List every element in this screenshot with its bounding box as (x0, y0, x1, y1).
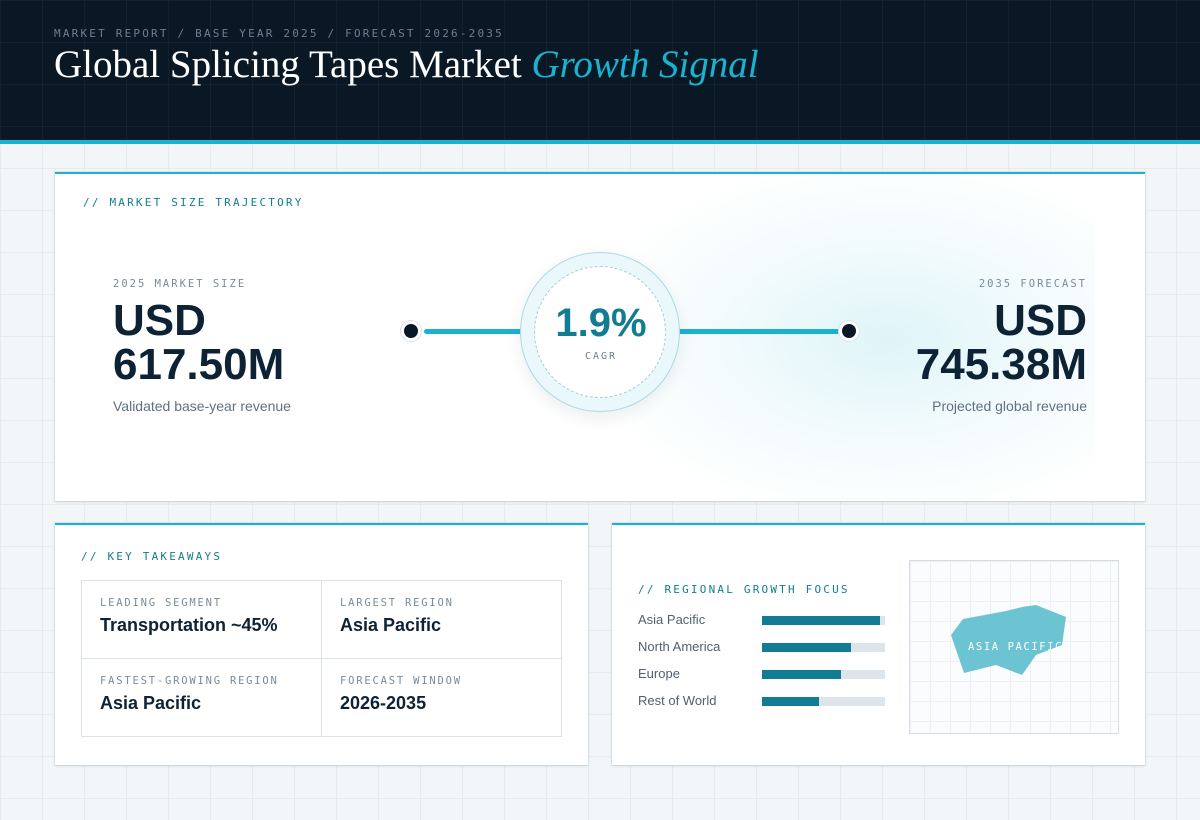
end-forecast-label: 2035 FORECAST (978, 278, 1087, 290)
region-bar-fill (762, 670, 841, 679)
start-caption: Validated base-year revenue (113, 398, 291, 414)
cagr-ring-inner: 1.9% CAGR (534, 266, 666, 398)
region-bar-track (762, 616, 885, 625)
report-eyebrow: MARKET REPORT / BASE YEAR 2025 / FORECAS… (54, 27, 504, 40)
start-currency: USD (113, 296, 206, 345)
region-name: Rest of World (638, 693, 717, 708)
region-bar-fill (762, 697, 819, 706)
asia-pacific-region-shape (951, 605, 1066, 675)
cagr-label: CAGR (584, 351, 618, 362)
title-main: Global Splicing Tapes Market (54, 43, 522, 86)
start-value: 617.50M (113, 340, 285, 389)
asia-pacific-map-shape (951, 605, 1066, 675)
region-bar-row: Europe (638, 665, 888, 683)
takeaway-fastest-growing-region: FASTEST-GROWING REGION Asia Pacific (82, 659, 322, 737)
takeaways-grid: LEADING SEGMENT Transportation ~45% LARG… (81, 580, 562, 737)
region-bar-row: North America (638, 638, 888, 656)
region-map-panel: ASIA PACIFIC (909, 560, 1119, 734)
cagr-value: 1.9% (555, 301, 647, 345)
trajectory-section-label: // MARKET SIZE TRAJECTORY (83, 196, 304, 209)
region-bar-track (762, 670, 885, 679)
takeaways-section-label: // KEY TAKEAWAYS (81, 550, 223, 563)
region-bar-fill (762, 616, 881, 625)
region-bar-fill (762, 643, 851, 652)
end-value: 745.38M (915, 340, 1087, 389)
takeaway-value: Transportation ~45% (100, 615, 278, 635)
end-caption: Projected global revenue (932, 398, 1087, 414)
cagr-ring: 1.9% CAGR (520, 252, 680, 412)
region-bar-row: Asia Pacific (638, 611, 888, 629)
map-region-label: ASIA PACIFIC (968, 641, 1064, 653)
grid-divider-horizontal (82, 658, 561, 659)
takeaway-key: LEADING SEGMENT (100, 597, 222, 609)
takeaway-key: FORECAST WINDOW (340, 675, 462, 687)
market-size-trajectory-card: // MARKET SIZE TRAJECTORY 2025 MARKET SI… (55, 172, 1145, 501)
regional-growth-card: // REGIONAL GROWTH FOCUS Asia Pacific No… (612, 523, 1145, 765)
takeaway-key: FASTEST-GROWING REGION (100, 675, 279, 687)
takeaway-leading-segment: LEADING SEGMENT Transportation ~45% (82, 581, 322, 659)
region-bar-track (762, 643, 885, 652)
title-accent: Growth Signal (531, 43, 759, 86)
takeaway-value: Asia Pacific (100, 693, 202, 713)
regional-section-label: // REGIONAL GROWTH FOCUS (638, 583, 850, 596)
page-title: Global Splicing Tapes Market Growth Sign… (54, 42, 759, 87)
end-currency: USD (994, 296, 1087, 345)
end-marker-dot (839, 321, 859, 341)
region-name: Europe (638, 666, 680, 681)
region-bar-track (762, 697, 885, 706)
region-name: Asia Pacific (638, 612, 706, 627)
takeaway-key: LARGEST REGION (340, 597, 454, 609)
takeaway-value: 2026-2035 (340, 693, 427, 713)
key-takeaways-card: // KEY TAKEAWAYS LEADING SEGMENT Transpo… (55, 523, 588, 765)
region-name: North America (638, 639, 721, 654)
report-header: MARKET REPORT / BASE YEAR 2025 / FORECAS… (0, 0, 1200, 144)
takeaway-forecast-window: FORECAST WINDOW 2026-2035 (322, 659, 562, 737)
takeaway-value: Asia Pacific (340, 615, 442, 635)
start-marker-dot (401, 321, 421, 341)
region-bar-row: Rest of World (638, 692, 888, 710)
start-size-label: 2025 MARKET SIZE (113, 278, 247, 290)
takeaway-largest-region: LARGEST REGION Asia Pacific (322, 581, 562, 659)
